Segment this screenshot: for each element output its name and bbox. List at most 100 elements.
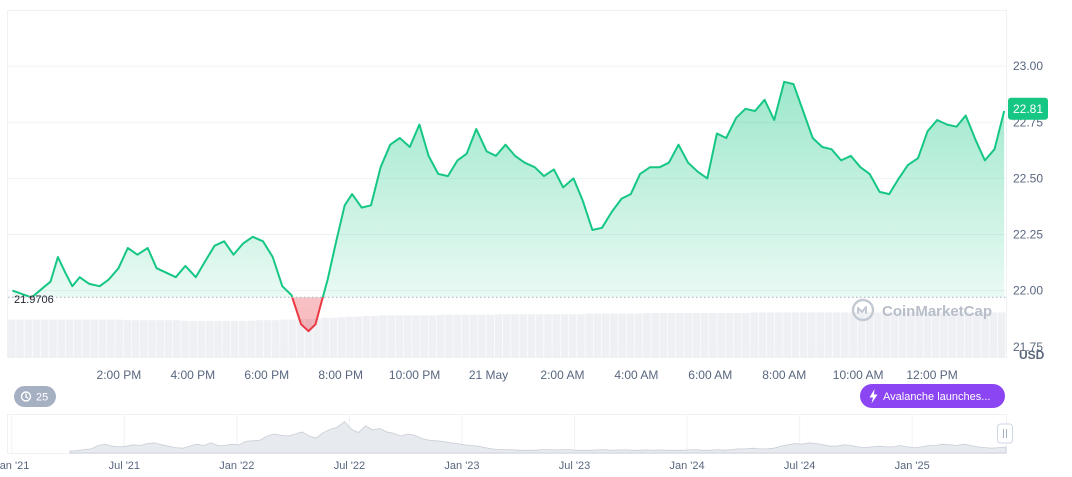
volume-bar: [799, 312, 808, 358]
volume-bar: [989, 312, 998, 358]
y-tick-label: 22.00: [1013, 284, 1043, 298]
volume-bar: [115, 319, 123, 358]
navigator-history-area: [69, 421, 1007, 454]
volume-bar: [486, 314, 495, 358]
volume-bar: [354, 316, 363, 358]
volume-bar: [57, 319, 66, 358]
volume-bar: [519, 314, 528, 358]
volume-bar: [222, 320, 231, 358]
history-icon: [20, 391, 32, 402]
x-tick-label: 6:00 AM: [688, 368, 732, 382]
range-navigator[interactable]: Jan '21 Jul '21 Jan '22 Jul '22 Jan '23 Jul '…: [0, 414, 1013, 473]
volume-bar: [527, 314, 536, 358]
volume-bar: [684, 313, 692, 358]
volume-bar: [676, 313, 684, 358]
volume-bar: [24, 319, 33, 358]
volume-bar: [758, 312, 767, 358]
x-tick-label: 10:00 PM: [389, 368, 440, 382]
price-area-fill-up: [12, 81, 1005, 298]
volume-bar: [148, 320, 156, 358]
volume-bar: [544, 314, 552, 358]
navigator-handle-bg[interactable]: [997, 423, 1013, 444]
volume-bar: [189, 320, 198, 358]
volume-bar: [16, 319, 24, 358]
volume-bar: [346, 316, 354, 358]
volume-bar: [618, 313, 626, 358]
watermark-label: CoinMarketCap: [882, 303, 992, 320]
volume-bar: [841, 312, 849, 358]
navigator-tick-label: Jan '22: [219, 460, 254, 472]
history-badge-bg[interactable]: [14, 386, 56, 407]
navigator-tick-label: Jan '25: [895, 460, 930, 472]
volume-bar: [725, 313, 734, 358]
volume-bar: [700, 313, 709, 358]
volume-bar: [956, 312, 965, 358]
history-badge-count: 25: [36, 392, 48, 404]
x-tick-label: 8:00 PM: [318, 368, 363, 382]
volume-bar: [709, 313, 717, 358]
volume-bar: [73, 319, 82, 358]
volume-bar: [164, 320, 173, 358]
volume-bar: [857, 312, 866, 358]
volume-bar: [420, 315, 429, 358]
current-price-badge: 22.81: [1008, 97, 1048, 120]
volume-bar: [568, 314, 577, 358]
event-pill-bg[interactable]: [860, 384, 1005, 408]
current-price-value: 22.81: [1013, 102, 1043, 116]
volume-bar: [923, 312, 932, 358]
volume-bar: [49, 319, 57, 358]
volume-bar: [915, 312, 923, 358]
volume-bar: [8, 319, 16, 358]
volume-bar: [445, 314, 453, 358]
volume-bar: [667, 313, 676, 358]
navigator-tick-label: Jan '24: [670, 460, 705, 472]
volume-bar: [337, 317, 346, 358]
volume-bar: [997, 312, 1006, 358]
volume-bar: [931, 312, 940, 358]
volume-bar: [659, 313, 668, 358]
navigator-tick-label: Jul '24: [784, 460, 815, 472]
price-area-above-baseline: [12, 80, 1006, 298]
volume-bar: [412, 315, 420, 358]
volume-bar: [469, 314, 478, 358]
volume-bar: [255, 320, 264, 358]
grip-icon: [1003, 429, 1007, 438]
volume-bar: [98, 319, 107, 358]
volume-bar: [428, 315, 437, 358]
volume-bar: [288, 319, 297, 358]
volume-bar: [271, 320, 280, 358]
navigator-handle[interactable]: [997, 423, 1013, 444]
volume-bar: [626, 313, 635, 358]
volume-bars: [8, 312, 1006, 358]
volume-bar: [214, 320, 222, 358]
volume-bar: [32, 319, 41, 358]
volume-bar: [65, 319, 74, 358]
volume-bar: [832, 312, 841, 358]
volume-bar: [263, 320, 272, 358]
volume-bar: [40, 319, 49, 358]
volume-bar: [362, 316, 371, 358]
x-tick-label: 8:00 AM: [762, 368, 806, 382]
volume-bar: [494, 314, 503, 358]
volume-bar: [577, 314, 585, 358]
y-tick-label: 21.75: [1013, 340, 1043, 354]
navigator-x-axis: Jan '21 Jul '21 Jan '22 Jul '22 Jan '23 Jul '…: [0, 460, 930, 472]
history-badge[interactable]: 25: [14, 386, 56, 407]
volume-bar: [296, 319, 305, 358]
x-tick-label: 4:00 AM: [614, 368, 658, 382]
volume-bar: [238, 320, 247, 358]
event-pill[interactable]: Avalanche launches...: [860, 384, 1005, 408]
volume-bar: [849, 312, 857, 358]
volume-bar: [370, 316, 379, 358]
volume-bar: [865, 312, 874, 358]
volume-bar: [106, 319, 115, 358]
volume-bar: [123, 320, 132, 358]
volume-bar: [824, 312, 833, 358]
price-area-below-baseline: [28, 297, 324, 333]
baseline-value-label: 21.9706: [14, 294, 54, 306]
volume-bar: [981, 312, 989, 358]
x-tick-label: 10:00 AM: [833, 368, 884, 382]
volume-bar: [766, 312, 775, 358]
volume-bar: [247, 320, 255, 358]
y-tick-label: 22.25: [1013, 228, 1043, 242]
